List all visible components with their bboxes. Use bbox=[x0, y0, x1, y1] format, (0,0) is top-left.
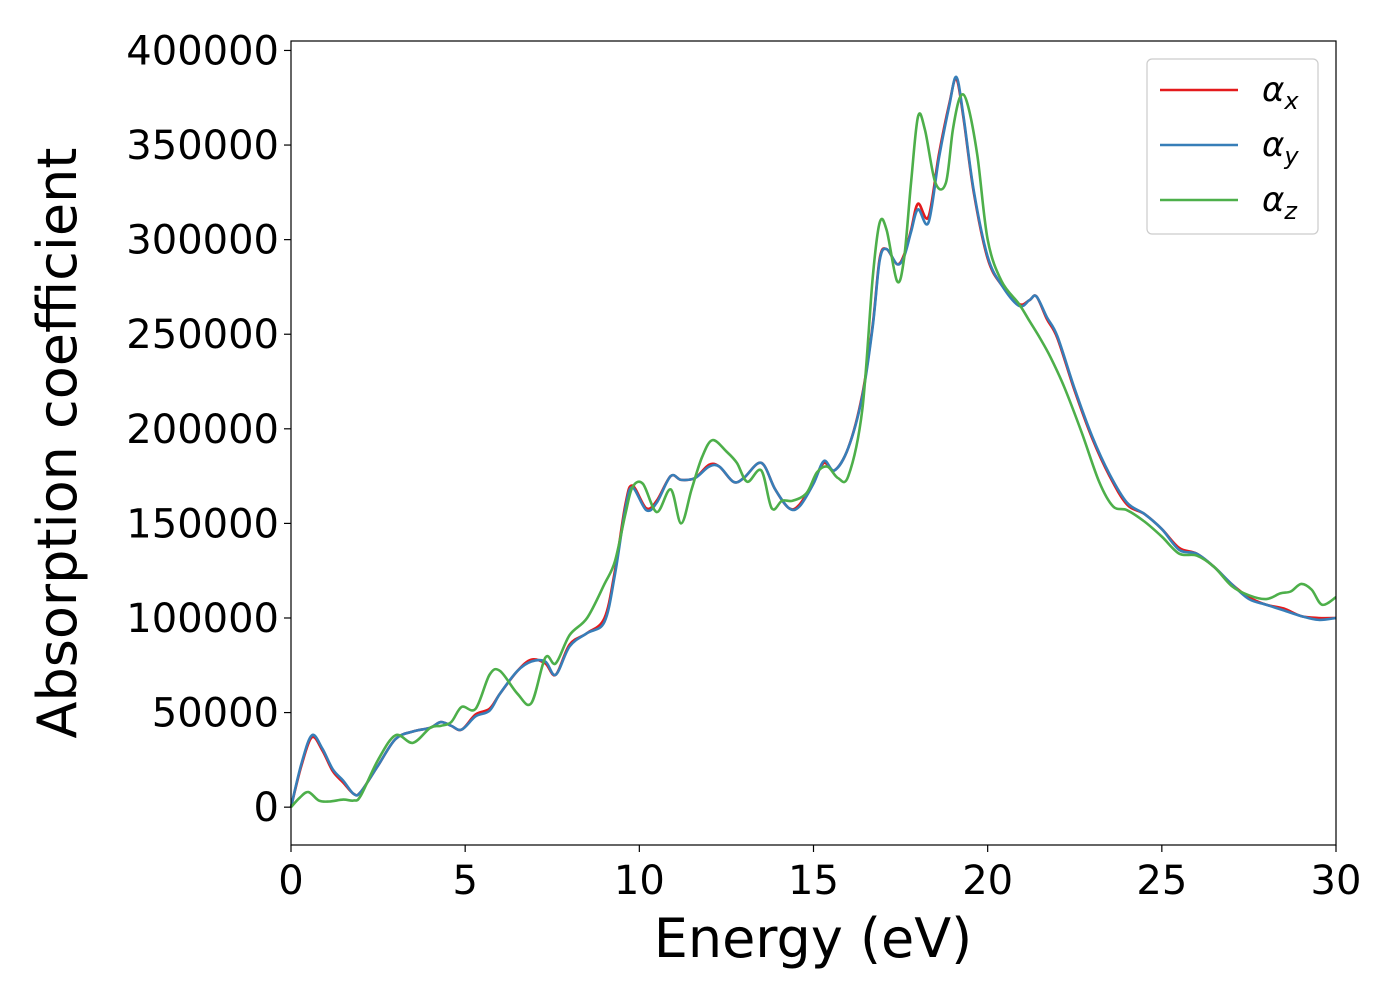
legend: αx αy αz bbox=[1146, 58, 1319, 235]
y-tick-label: 350000 bbox=[126, 123, 279, 169]
y-tick-label: 200000 bbox=[126, 407, 279, 453]
series-layer bbox=[289, 75, 1337, 809]
legend-label-alpha-z: αz bbox=[1262, 180, 1298, 225]
y-tick-label: 300000 bbox=[126, 218, 279, 264]
x-tick-label: 20 bbox=[962, 858, 1013, 904]
y-tick-label: 0 bbox=[254, 785, 279, 831]
y-tick-label: 150000 bbox=[126, 501, 279, 547]
x-tick-label: 15 bbox=[788, 858, 839, 904]
legend-label-alpha-y: αy bbox=[1262, 125, 1299, 170]
series-line-alpha-y bbox=[289, 75, 1337, 808]
x-tick-label: 25 bbox=[1136, 858, 1187, 904]
x-axis: 0 5 10 15 20 25 30 bbox=[278, 845, 1361, 904]
x-axis-title: Energy (eV) bbox=[654, 907, 973, 970]
series-line-alpha-z bbox=[290, 93, 1337, 809]
y-tick-label: 250000 bbox=[126, 312, 279, 358]
y-axis: 0 50000 100000 150000 200000 250000 300000 3500… bbox=[126, 28, 291, 831]
x-tick-label: 0 bbox=[278, 858, 303, 904]
x-tick-label: 30 bbox=[1311, 858, 1362, 904]
x-tick-label: 10 bbox=[614, 858, 665, 904]
y-tick-label: 100000 bbox=[126, 596, 279, 642]
legend-label-alpha-x: αx bbox=[1262, 70, 1299, 115]
y-tick-label: 50000 bbox=[152, 691, 279, 737]
x-tick-label: 5 bbox=[452, 858, 477, 904]
legend-box bbox=[1146, 58, 1319, 235]
y-tick-label: 400000 bbox=[126, 28, 279, 74]
y-axis-title: Absorption coefficient bbox=[26, 148, 89, 739]
